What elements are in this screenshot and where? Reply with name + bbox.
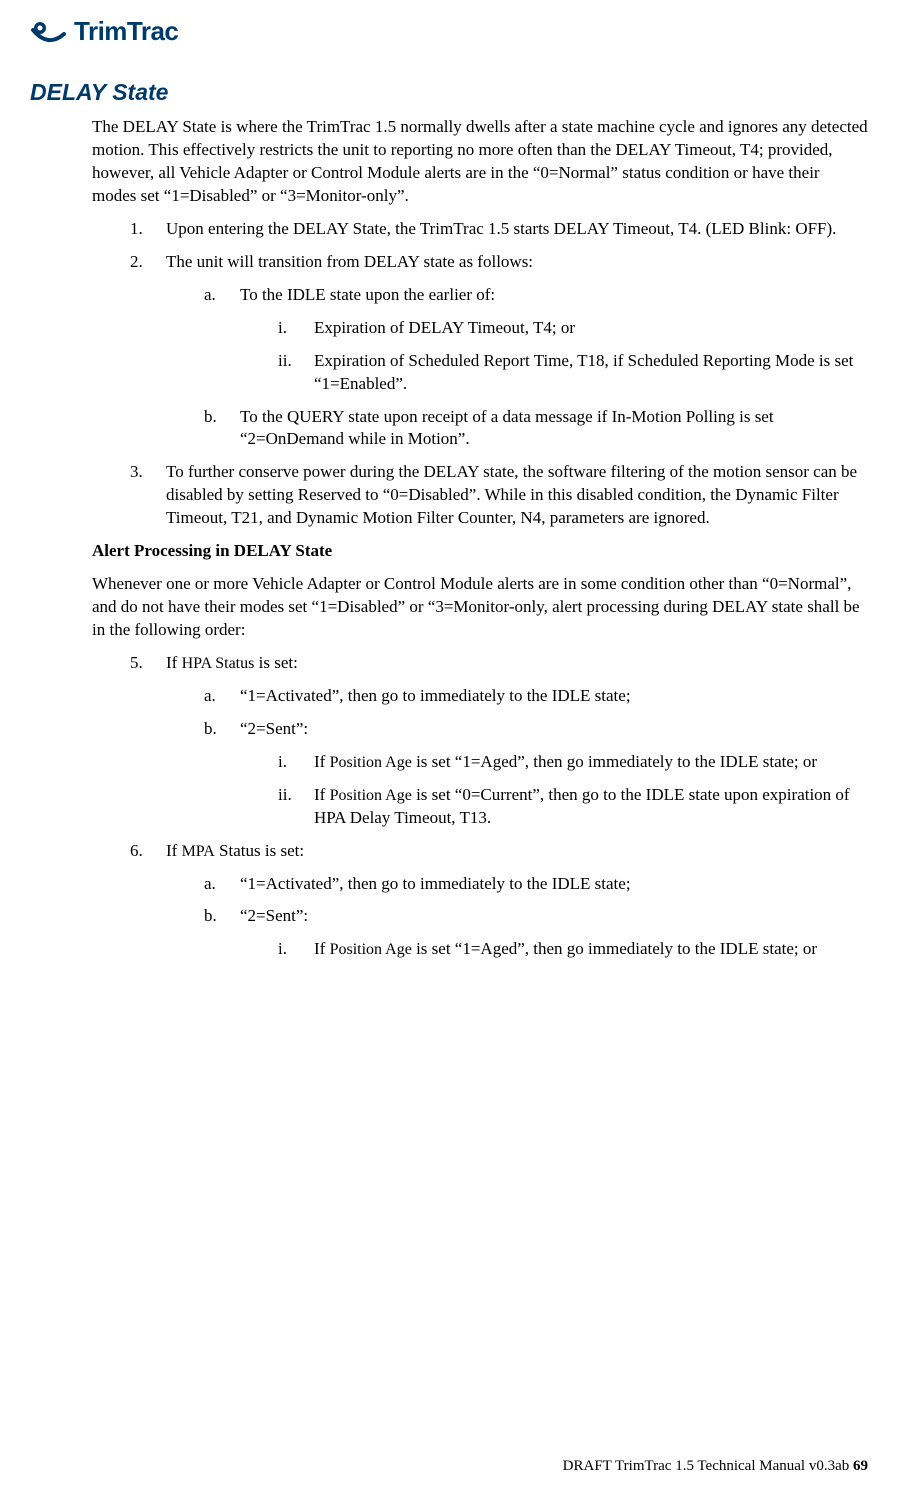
list-marker: a. (204, 284, 216, 307)
list-item-text: To the IDLE state upon the earlier of: (240, 285, 495, 304)
list-item-text: If MPA Status is set: (166, 841, 304, 860)
list-marker: b. (204, 718, 217, 741)
list-marker: b. (204, 905, 217, 928)
list-item: a. To the IDLE state upon the earlier of… (204, 284, 868, 396)
list-item: i. If Position Age is set “1=Aged”, then… (278, 938, 868, 961)
list-marker: 6. (130, 840, 143, 863)
list-item: i. Expiration of DELAY Timeout, T4; or (278, 317, 868, 340)
list-item-text: If Position Age is set “1=Aged”, then go… (314, 939, 817, 958)
list-item-text: Upon entering the DELAY State, the TrimT… (166, 219, 836, 238)
list-item: b. To the QUERY state upon receipt of a … (204, 406, 868, 452)
list-marker: 5. (130, 652, 143, 675)
list-marker: 1. (130, 218, 143, 241)
list-item: 3. To further conserve power during the … (130, 461, 868, 530)
list-marker: 3. (130, 461, 143, 484)
intro-paragraph: The DELAY State is where the TrimTrac 1.… (92, 116, 868, 208)
logo-text: TrimTrac (74, 14, 178, 49)
list-item: a. “1=Activated”, then go to immediately… (204, 685, 868, 708)
list-item: b. “2=Sent”: i. If Position Age is set “… (204, 905, 868, 961)
list-item-text: If Position Age is set “0=Current”, then… (314, 785, 850, 827)
alert-subheading: Alert Processing in DELAY State (92, 540, 868, 563)
list-marker: ii. (278, 784, 292, 807)
list-item-text: Expiration of Scheduled Report Time, T18… (314, 351, 853, 393)
list-marker: ii. (278, 350, 292, 373)
list-item-text: The unit will transition from DELAY stat… (166, 252, 533, 271)
list-item-text: “2=Sent”: (240, 719, 308, 738)
list-marker: i. (278, 938, 287, 961)
list-marker: a. (204, 873, 216, 896)
alert-paragraph: Whenever one or more Vehicle Adapter or … (92, 573, 868, 642)
logo-header: TrimTrac (30, 14, 868, 49)
list-item: ii. If Position Age is set “0=Current”, … (278, 784, 868, 830)
list-item-text: If Position Age is set “1=Aged”, then go… (314, 752, 817, 771)
alert-list: 5. If HPA Status is set: a. “1=Activated… (130, 652, 868, 961)
list-item: i. If Position Age is set “1=Aged”, then… (278, 751, 868, 774)
list-item-text: “2=Sent”: (240, 906, 308, 925)
sub-list: a. “1=Activated”, then go to immediately… (204, 873, 868, 962)
list-item: a. “1=Activated”, then go to immediately… (204, 873, 868, 896)
list-marker: a. (204, 685, 216, 708)
list-item: 6. If MPA Status is set: a. “1=Activated… (130, 840, 868, 962)
list-item: 1. Upon entering the DELAY State, the Tr… (130, 218, 868, 241)
section-title: DELAY State (30, 77, 868, 108)
list-item-text: Expiration of DELAY Timeout, T4; or (314, 318, 575, 337)
list-item: b. “2=Sent”: i. If Position Age is set “… (204, 718, 868, 830)
list-marker: i. (278, 751, 287, 774)
sub-sub-list: i. If Position Age is set “1=Aged”, then… (278, 938, 868, 961)
list-item-text: “1=Activated”, then go to immediately to… (240, 874, 631, 893)
main-list: 1. Upon entering the DELAY State, the Tr… (130, 218, 868, 530)
page-number: 69 (853, 1458, 868, 1474)
sub-sub-list: i. If Position Age is set “1=Aged”, then… (278, 751, 868, 830)
list-item-text: To further conserve power during the DEL… (166, 462, 857, 527)
list-marker: 2. (130, 251, 143, 274)
sub-list: a. “1=Activated”, then go to immediately… (204, 685, 868, 830)
list-item-text: “1=Activated”, then go to immediately to… (240, 686, 631, 705)
list-item: 5. If HPA Status is set: a. “1=Activated… (130, 652, 868, 830)
page-footer: DRAFT TrimTrac 1.5 Technical Manual v0.3… (563, 1456, 868, 1476)
sub-list: a. To the IDLE state upon the earlier of… (204, 284, 868, 452)
list-item: 2. The unit will transition from DELAY s… (130, 251, 868, 452)
list-marker: b. (204, 406, 217, 429)
list-item: ii. Expiration of Scheduled Report Time,… (278, 350, 868, 396)
list-item-text: If HPA Status is set: (166, 653, 298, 672)
sub-sub-list: i. Expiration of DELAY Timeout, T4; or i… (278, 317, 868, 396)
trimtrac-logo-icon (30, 20, 66, 44)
list-marker: i. (278, 317, 287, 340)
list-item-text: To the QUERY state upon receipt of a dat… (240, 407, 774, 449)
footer-text: DRAFT TrimTrac 1.5 Technical Manual v0.3… (563, 1458, 853, 1474)
